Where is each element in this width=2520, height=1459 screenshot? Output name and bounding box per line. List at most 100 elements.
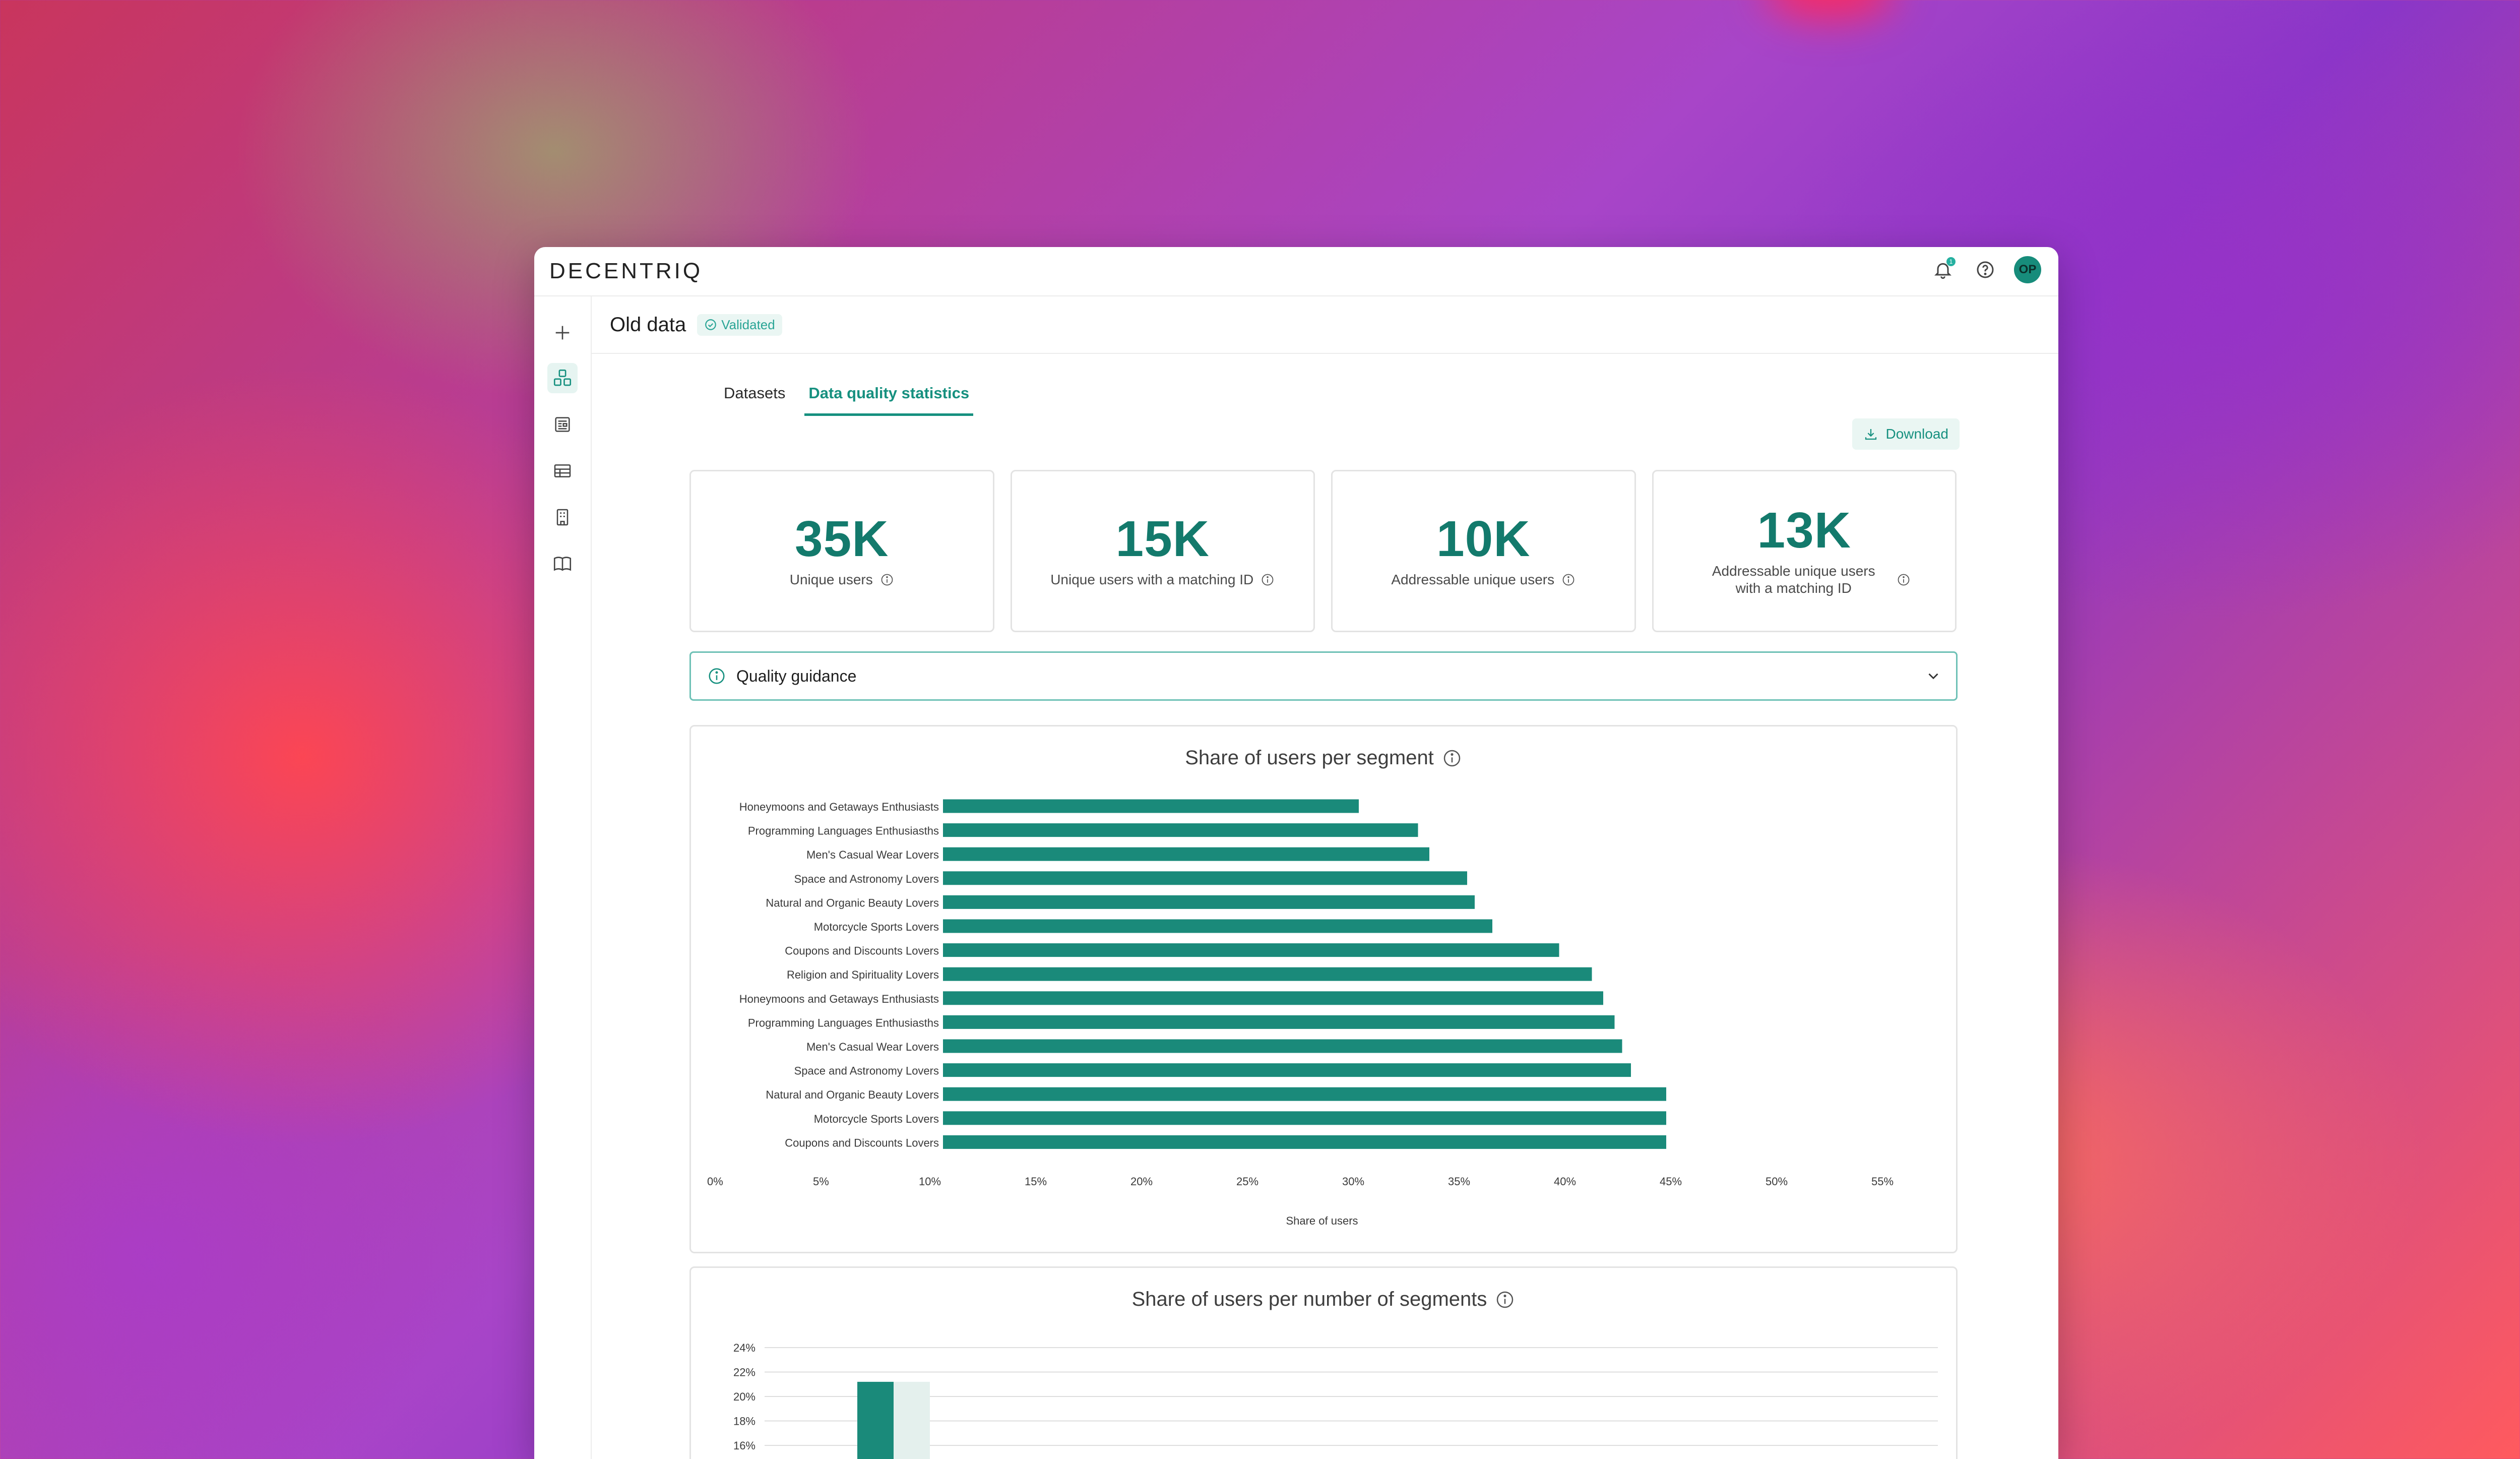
category-label: Motorcycle Sports Lovers (814, 1113, 939, 1125)
x-tick-label: 5% (813, 1175, 829, 1188)
download-icon (1865, 429, 1877, 440)
x-axis-label: Share of users (1286, 1214, 1358, 1227)
bar (943, 871, 1467, 885)
category-label: Men's Casual Wear Lovers (806, 1041, 939, 1053)
chart-title-text: Share of users per number of segments (1131, 1288, 1487, 1310)
status-label: Validated (721, 317, 775, 332)
table-icon (554, 464, 571, 477)
info-icon[interactable] (1495, 1290, 1515, 1310)
y-tick-label: 24% (733, 1342, 755, 1354)
stat-label-text: Addressable unique users (1391, 572, 1555, 588)
bar (943, 1063, 1631, 1077)
stat-label: Unique users (790, 571, 894, 588)
x-tick-label: 30% (1342, 1175, 1364, 1188)
help-button[interactable] (1972, 256, 1999, 283)
stat-card-matching-id: 15K Unique users with a matching ID (1010, 470, 1315, 632)
info-icon[interactable] (880, 573, 894, 587)
help-icon (1977, 261, 1994, 278)
stat-value: 35K (795, 511, 889, 568)
sidebar-item-docs[interactable] (547, 549, 578, 579)
sidebar-item-building[interactable] (547, 502, 578, 532)
stat-card-addressable-matching: 13K Addressable unique users with a matc… (1652, 470, 1957, 632)
notifications-button[interactable]: 1 (1929, 256, 1957, 283)
category-label: Space and Astronomy Lovers (794, 1065, 939, 1077)
category-label: Religion and Spirituality Lovers (787, 968, 939, 981)
newspaper-icon (555, 417, 570, 432)
chart-title: Share of users per segment (691, 747, 1956, 769)
bar (943, 1135, 1666, 1149)
topbar-actions: 1 OP (1929, 256, 2041, 283)
category-label: Men's Casual Wear Lovers (806, 848, 939, 861)
bar (943, 943, 1559, 957)
download-button[interactable]: Download (1852, 418, 1960, 450)
chart-title: Share of users per number of segments (691, 1288, 1956, 1311)
stat-label: Addressable unique users (1391, 571, 1576, 588)
top-bar: DECENTRIQ 1 OP (534, 247, 2058, 296)
x-tick-label: 35% (1448, 1175, 1470, 1188)
bar (943, 1015, 1615, 1029)
x-tick-label: 40% (1554, 1175, 1576, 1188)
sidebar-item-new[interactable] (547, 318, 578, 348)
category-label: Motorcycle Sports Lovers (814, 921, 939, 933)
stat-label: Addressable unique users with a matching… (1698, 563, 1911, 596)
bar (943, 967, 1592, 981)
y-tick-label: 18% (733, 1415, 755, 1428)
info-icon (709, 668, 725, 684)
app-logo[interactable]: DECENTRIQ (549, 259, 703, 283)
y-tick-label: 22% (733, 1366, 755, 1379)
building-icon (556, 509, 569, 526)
info-icon[interactable] (1261, 573, 1275, 587)
stat-card-addressable: 10K Addressable unique users (1331, 470, 1636, 632)
bar (943, 991, 1603, 1005)
x-tick-label: 15% (1025, 1175, 1047, 1188)
background-glow (1764, 0, 1895, 20)
sidebar-item-datasets[interactable] (547, 409, 578, 440)
sidebar-item-datarooms[interactable] (547, 363, 578, 393)
page-header: Old data Validated (592, 296, 2058, 354)
category-label: Coupons and Discounts Lovers (785, 945, 939, 957)
x-tick-label: 45% (1660, 1175, 1682, 1188)
y-tick-label: 16% (733, 1439, 755, 1452)
check-circle-icon (705, 319, 717, 330)
tab-bar: Datasets Data quality statistics (724, 384, 974, 416)
category-label: Space and Astronomy Lovers (794, 873, 939, 885)
bar (943, 1039, 1622, 1053)
category-label: Programming Languages Enthusiasths (748, 1016, 939, 1029)
status-badge: Validated (697, 314, 782, 336)
stat-label-text: Unique users with a matching ID (1050, 572, 1254, 588)
segments-count-bar-chart: 24% 22% 20% 18% 16% (733, 1342, 1938, 1459)
info-icon[interactable] (1897, 573, 1911, 587)
x-tick-label: 0% (707, 1175, 723, 1188)
bar (857, 1381, 894, 1459)
category-label: Natural and Organic Beauty Lovers (766, 896, 939, 909)
chart-card-number-of-segments: Share of users per number of segments 24… (689, 1266, 1958, 1459)
user-avatar[interactable]: OP (2014, 256, 2041, 283)
sidebar-item-tables[interactable] (547, 456, 578, 486)
bell-icon (1934, 263, 1951, 279)
cubes-icon (553, 369, 572, 386)
x-tick-label: 10% (919, 1175, 941, 1188)
tab-data-quality-statistics[interactable]: Data quality statistics (804, 384, 974, 416)
stat-value: 13K (1757, 502, 1851, 559)
page-title: Old data (610, 313, 686, 336)
stat-card-unique-users: 35K Unique users (689, 470, 994, 632)
stat-label: Unique users with a matching ID (1050, 571, 1275, 588)
chart-card-segments: Share of users per segment Honeymoons an… (689, 725, 1958, 1253)
book-icon (553, 557, 572, 571)
chevron-down-icon (1928, 673, 1938, 680)
y-tick-label: 20% (733, 1390, 755, 1403)
x-tick-label: 50% (1766, 1175, 1788, 1188)
info-icon[interactable] (1561, 573, 1576, 587)
bar (943, 1111, 1666, 1125)
quality-guidance-accordion[interactable]: Quality guidance (689, 651, 1958, 701)
bar (943, 1087, 1666, 1101)
stats-row: 35K Unique users 15K Unique users with a… (689, 470, 1957, 632)
tab-datasets[interactable]: Datasets (724, 384, 786, 402)
info-icon[interactable] (1442, 748, 1462, 768)
x-tick-label: 25% (1236, 1175, 1258, 1188)
category-label: Coupons and Discounts Lovers (785, 1136, 939, 1149)
category-label: Programming Languages Enthusiasths (748, 825, 939, 837)
stat-label-text: Unique users (789, 572, 873, 588)
download-label: Download (1885, 426, 1948, 442)
bar (943, 799, 1359, 813)
